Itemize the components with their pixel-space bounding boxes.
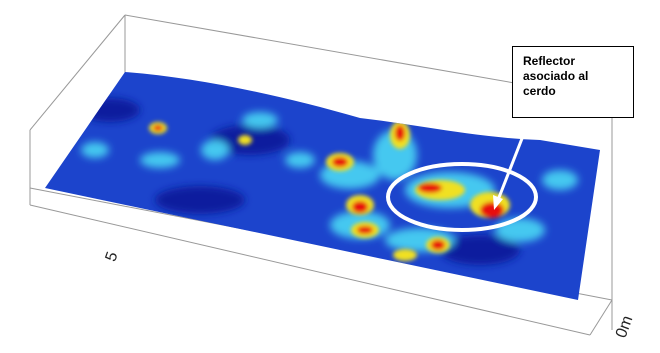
callout-box: Reflector asociado al cerdo <box>512 46 634 118</box>
callout-text: Reflector asociado al cerdo <box>523 54 603 99</box>
screenshot: Reflector asociado al cerdo 5 0m <box>0 0 660 353</box>
